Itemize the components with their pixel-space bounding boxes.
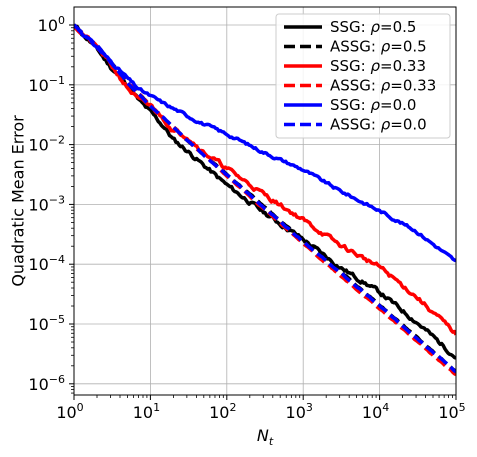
y-tick-exponent: −6 (49, 373, 65, 386)
y-tick-label: 10−4 (28, 253, 65, 274)
legend-label: ASSG: ρ=0.5 (330, 38, 427, 56)
y-tick-label: 10−5 (28, 313, 65, 334)
x-tick-exponent: 0 (77, 401, 84, 414)
grid (73, 7, 457, 395)
series-line-5 (74, 23, 456, 374)
legend-label-rho-value: =0.0 (380, 96, 416, 114)
x-tick-label: 105 (438, 401, 465, 422)
x-tick-exponent: 5 (459, 401, 466, 414)
y-tick-base: 10 (28, 375, 48, 394)
x-tick-label: 101 (133, 401, 160, 422)
legend-label-prefix: SSG: (330, 18, 371, 36)
legend-label-rho-value: =0.33 (390, 77, 436, 95)
x-tick-exponent: 2 (229, 401, 236, 414)
y-tick-base: 10 (38, 16, 58, 35)
x-tick-base: 10 (56, 403, 76, 422)
series-line-3 (74, 23, 456, 377)
x-axis-label: Nt (257, 426, 274, 448)
legend-label-prefix: ASSG: (330, 38, 381, 56)
legend-label-rho-symbol: ρ (381, 77, 391, 95)
legend-label: SSG: ρ=0.5 (330, 18, 416, 36)
legend-label-rho-symbol: ρ (371, 18, 381, 36)
x-axis-label-main: N (257, 426, 269, 445)
y-tick-label: 10−2 (28, 134, 65, 155)
y-tick-base: 10 (28, 195, 48, 214)
legend-label-rho-symbol: ρ (381, 38, 391, 56)
legend-label-rho-value: =0.0 (390, 116, 426, 134)
y-tick-base: 10 (28, 136, 48, 155)
legend-label-rho-value: =0.33 (380, 57, 426, 75)
legend-label-rho-symbol: ρ (381, 116, 391, 134)
legend-label-prefix: ASSG: (330, 77, 381, 95)
y-axis-label: Quadratic Mean Error (9, 115, 28, 287)
y-tick-exponent: −1 (49, 74, 65, 87)
x-axis-label-subscript: t (269, 435, 274, 448)
plot-frame (73, 6, 457, 396)
legend-label: SSG: ρ=0.33 (330, 57, 426, 75)
legend-label-prefix: SSG: (330, 57, 371, 75)
legend-label: ASSG: ρ=0.0 (330, 116, 427, 134)
x-tick-exponent: 1 (153, 401, 160, 414)
legend-label: ASSG: ρ=0.33 (330, 77, 436, 95)
x-tick-base: 10 (286, 403, 306, 422)
y-tick-label: 10−3 (28, 193, 65, 214)
y-tick-base: 10 (28, 255, 48, 274)
y-tick-exponent: −2 (49, 134, 65, 147)
legend-label-prefix: SSG: (330, 96, 371, 114)
y-tick-exponent: −4 (49, 253, 65, 266)
x-tick-base: 10 (362, 403, 382, 422)
legend-label: SSG: ρ=0.0 (330, 96, 416, 114)
series-layer (74, 23, 456, 377)
x-tick-label: 104 (362, 401, 389, 422)
x-tick-base: 10 (133, 403, 153, 422)
y-tick-label: 100 (38, 14, 65, 35)
y-tick-exponent: −3 (49, 193, 65, 206)
legend-label-prefix: ASSG: (330, 116, 381, 134)
x-tick-label: 102 (209, 401, 236, 422)
y-tick-base: 10 (28, 315, 48, 334)
legend-label-rho-symbol: ρ (371, 96, 381, 114)
x-tick-label: 100 (56, 401, 83, 422)
legend-label-rho-value: =0.5 (380, 18, 416, 36)
y-tick-label: 10−1 (28, 74, 65, 95)
x-tick-base: 10 (209, 403, 229, 422)
x-tick-exponent: 4 (382, 401, 389, 414)
x-tick-base: 10 (438, 403, 458, 422)
series-line-4 (74, 23, 456, 263)
y-tick-base: 10 (28, 76, 48, 95)
x-tick-exponent: 3 (306, 401, 313, 414)
ticks: 100 101 102 103 104 10510−610−510−410−310−210… (28, 14, 465, 422)
y-tick-label: 10−6 (28, 373, 65, 394)
y-tick-exponent: 0 (58, 14, 65, 27)
legend-label-rho-value: =0.5 (390, 38, 426, 56)
y-tick-exponent: −5 (49, 313, 65, 326)
legend-label-rho-symbol: ρ (371, 57, 381, 75)
x-tick-label: 103 (286, 401, 313, 422)
series-line-2 (74, 24, 456, 336)
